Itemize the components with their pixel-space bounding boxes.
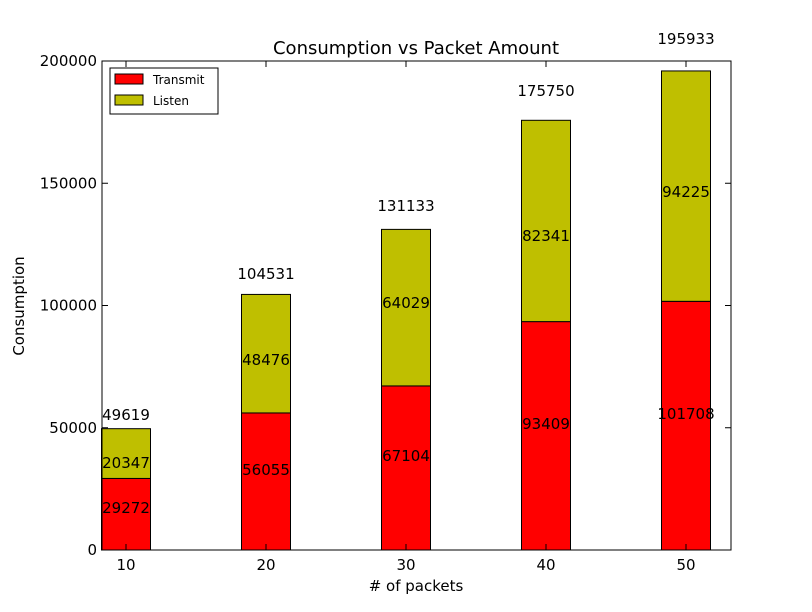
data-label-transmit-50: 101708 [657, 405, 714, 423]
y-tick-label-0: 0 [87, 541, 97, 559]
x-tick-label-30: 30 [396, 556, 415, 574]
y-tick-label-200000: 200000 [40, 52, 97, 70]
bar-listen-20 [241, 293, 291, 414]
legend-label-listen: Listen [153, 94, 189, 108]
legend-swatch-transmit [114, 73, 144, 85]
y-tick-label-150000: 150000 [40, 174, 97, 192]
x-tick-label-10: 10 [116, 556, 135, 574]
bar-listen-40 [521, 119, 571, 323]
data-label-listen-10: 20347 [102, 454, 150, 472]
total-label-50: 195933 [657, 30, 714, 48]
bar-transmit-20 [241, 412, 291, 551]
legend-label-transmit: Transmit [152, 73, 205, 87]
data-label-transmit-20: 56055 [242, 461, 290, 479]
x-tick-label-50: 50 [676, 556, 695, 574]
bar-transmit-50 [661, 300, 711, 551]
axes-layer: 0 50000 100000 150000 200000 10 20 30 40 50 [40, 52, 732, 574]
bar-transmit-40 [521, 321, 571, 551]
bar-listen-50 [661, 70, 711, 302]
labels-layer: 29272 20347 56055 48476 67104 64029 93409 82341… [102, 30, 714, 517]
x-tick-label-40: 40 [536, 556, 555, 574]
x-axis-label: # of packets [369, 577, 464, 595]
total-label-30: 131133 [377, 197, 434, 215]
bars-layer [101, 70, 711, 551]
y-axis-label: Consumption [10, 256, 28, 355]
data-label-listen-50: 94225 [662, 183, 710, 201]
y-tick-label-50000: 50000 [49, 419, 97, 437]
data-label-transmit-10: 29272 [102, 499, 150, 517]
legend-swatch-listen [114, 94, 144, 106]
total-label-40: 175750 [517, 82, 574, 100]
x-tick-label-20: 20 [256, 556, 275, 574]
data-label-listen-30: 64029 [382, 294, 430, 312]
legend: Transmit Listen [109, 67, 219, 115]
total-label-20: 104531 [237, 265, 294, 283]
data-label-listen-40: 82341 [522, 227, 570, 245]
bar-transmit-10 [101, 477, 151, 551]
bar-transmit-30 [381, 385, 431, 551]
data-label-transmit-30: 67104 [382, 447, 430, 465]
bar-listen-10 [101, 428, 151, 479]
chart-title: Consumption vs Packet Amount [273, 38, 559, 59]
data-label-listen-20: 48476 [242, 351, 290, 369]
y-tick-label-100000: 100000 [40, 297, 97, 315]
data-label-transmit-40: 93409 [522, 415, 570, 433]
bar-listen-30 [381, 228, 431, 387]
total-label-10: 49619 [102, 406, 150, 424]
